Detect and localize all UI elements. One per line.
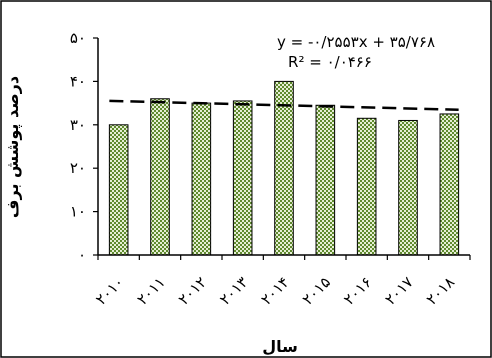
- bar-3: [232, 100, 253, 256]
- y-tick-label-5: ۵۰: [70, 29, 86, 47]
- bar-8: [439, 113, 460, 256]
- bar-4: [274, 80, 294, 256]
- y-tick-label-1: ۱۰: [70, 203, 86, 221]
- bar-5: [315, 104, 336, 256]
- y-axis-title: درصد پوشش برف: [3, 76, 23, 218]
- trendline: [109, 99, 459, 111]
- bar-7: [398, 119, 418, 256]
- y-tick-label-4: ۴۰: [70, 72, 86, 90]
- trendline-r-squared: R² = ۰/۰۴۶۶: [288, 53, 372, 71]
- trendline-equation: y = -۰/۲۵۵۳x + ۳۵/۷۶۸: [277, 33, 435, 51]
- bar-2: [191, 102, 212, 256]
- y-tick-label-0: ۰: [78, 246, 86, 264]
- bar-0: [108, 124, 129, 256]
- x-axis-title: سال: [262, 337, 298, 356]
- y-tick-label-3: ۳۰: [70, 116, 86, 134]
- y-tick-label-2: ۲۰: [70, 159, 86, 177]
- bar-1: [150, 98, 170, 256]
- bar-6: [356, 117, 377, 256]
